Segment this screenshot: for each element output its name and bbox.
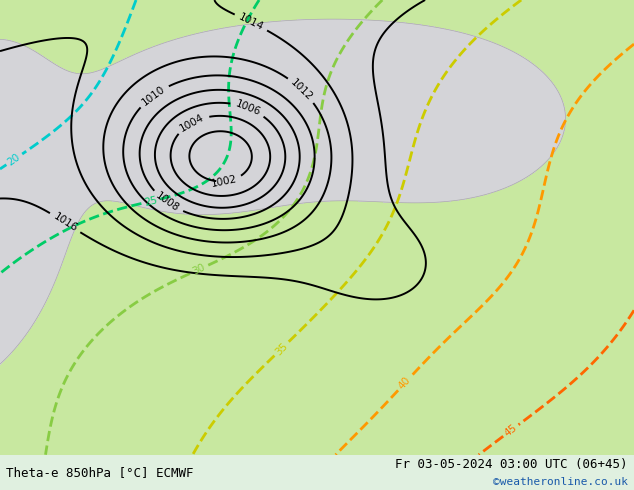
Text: 1002: 1002 — [210, 174, 238, 189]
Text: 1016: 1016 — [51, 211, 79, 234]
Text: 1010: 1010 — [140, 84, 167, 107]
Text: 40: 40 — [396, 375, 413, 392]
Text: Fr 03-05-2024 03:00 UTC (06+45): Fr 03-05-2024 03:00 UTC (06+45) — [395, 458, 628, 471]
Text: 25: 25 — [143, 195, 158, 208]
Text: 35: 35 — [273, 341, 290, 357]
Text: 1014: 1014 — [237, 12, 265, 32]
Text: Theta-e 850hPa [°C] ECMWF: Theta-e 850hPa [°C] ECMWF — [6, 466, 194, 479]
Text: 20: 20 — [6, 151, 23, 167]
Text: 30: 30 — [191, 262, 207, 277]
Text: 45: 45 — [503, 422, 519, 439]
Text: 1006: 1006 — [234, 98, 262, 118]
Text: ©weatheronline.co.uk: ©weatheronline.co.uk — [493, 477, 628, 487]
Text: 1004: 1004 — [178, 112, 206, 133]
Text: 1012: 1012 — [288, 77, 314, 102]
Text: 1008: 1008 — [154, 191, 181, 214]
